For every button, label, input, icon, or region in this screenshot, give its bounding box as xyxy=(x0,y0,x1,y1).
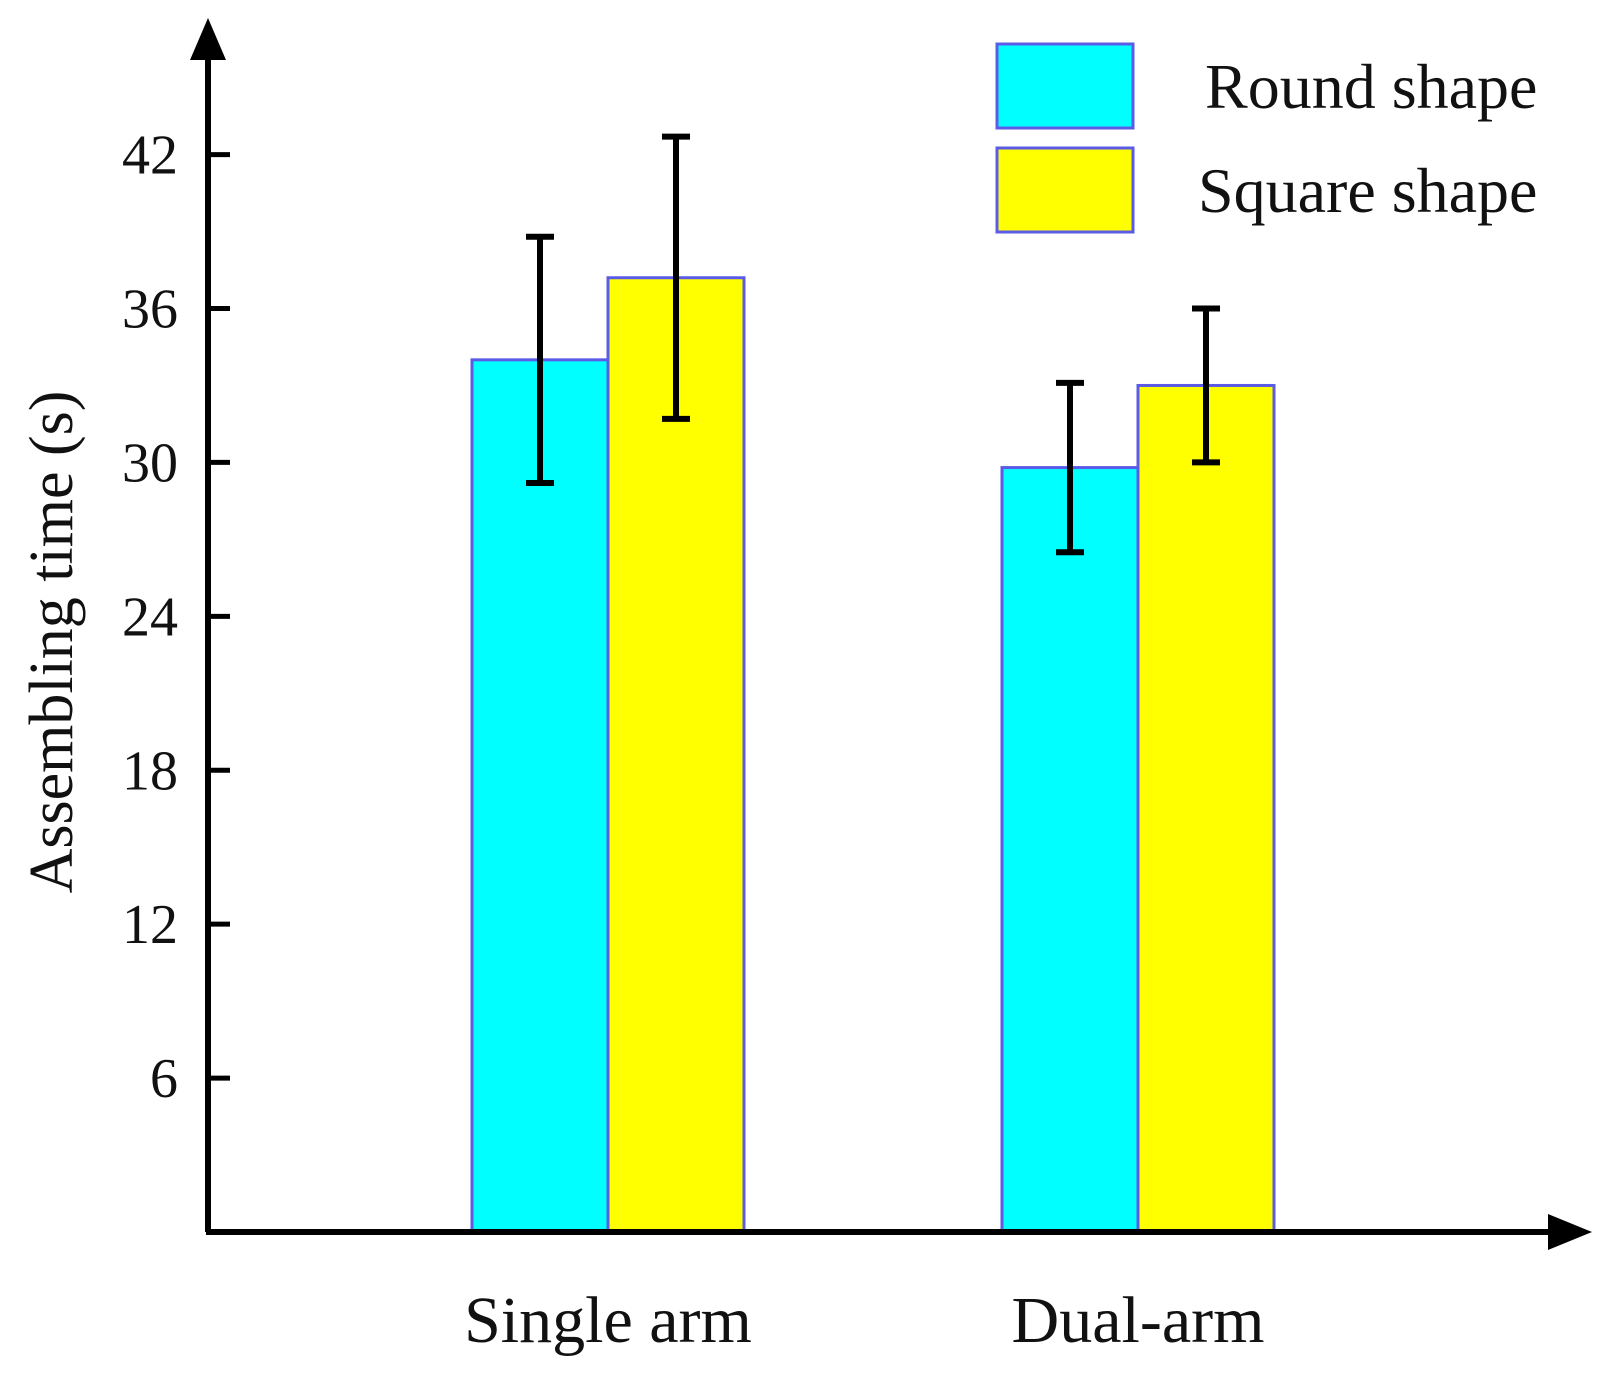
y-tick-label: 18 xyxy=(122,740,178,802)
bar-round-shape-dual-arm xyxy=(1000,466,1140,1234)
y-tick-label: 6 xyxy=(150,1048,178,1110)
y-tick-label: 24 xyxy=(122,586,178,648)
x-labels-layer: Single arm Dual-arm xyxy=(464,1284,1264,1357)
error-bars-layer xyxy=(526,133,1220,556)
y-tick-label: 42 xyxy=(122,125,178,187)
y-axis-title: Assembling time (s) xyxy=(18,391,86,894)
legend-swatch-round-shape xyxy=(995,42,1135,130)
x-category-label: Single arm xyxy=(464,1284,752,1357)
legend-label-round-shape: Round shape xyxy=(1205,51,1537,122)
x-axis-arrow-icon xyxy=(1548,1214,1592,1250)
y-ticks-layer: 6 12 18 24 30 36 42 xyxy=(122,125,230,1110)
y-tick-label: 36 xyxy=(122,279,178,341)
legend-swatch-square-shape xyxy=(995,146,1135,234)
bar-round-shape-single-arm xyxy=(470,358,610,1234)
bar-square-shape-single-arm xyxy=(606,276,746,1234)
y-axis-arrow-icon xyxy=(190,18,226,60)
legend-label-square-shape: Square shape xyxy=(1198,155,1537,226)
axes-layer xyxy=(190,18,1592,1250)
y-tick-label: 12 xyxy=(122,894,178,956)
x-category-label: Dual-arm xyxy=(1012,1284,1265,1357)
legend: Round shape Square shape xyxy=(995,42,1537,234)
bars-layer xyxy=(470,276,1276,1234)
y-tick-label: 30 xyxy=(122,432,178,494)
bar-square-shape-dual-arm xyxy=(1136,383,1276,1234)
